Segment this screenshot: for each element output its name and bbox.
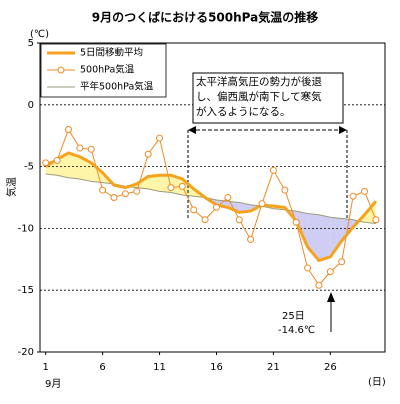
note-text: 太平洋高気圧の勢力が後退 bbox=[196, 75, 322, 88]
data-point bbox=[269, 166, 277, 174]
y-tick-label: -5 bbox=[24, 162, 34, 173]
data-point bbox=[247, 236, 255, 244]
data-point bbox=[326, 268, 334, 276]
legend-label: 5日間移動平均 bbox=[80, 47, 143, 59]
x-tick-label: 11 bbox=[153, 362, 166, 373]
data-point bbox=[42, 159, 50, 167]
y-unit: (℃) bbox=[30, 29, 49, 40]
data-point bbox=[87, 145, 95, 153]
y-label: 気温 bbox=[5, 177, 18, 197]
anomaly-fill bbox=[170, 175, 183, 196]
arrow-head bbox=[188, 126, 196, 134]
data-point bbox=[292, 218, 300, 226]
y-tick-label: -15 bbox=[18, 285, 34, 296]
x-tick-label: 6 bbox=[99, 362, 105, 373]
series-line bbox=[45, 173, 376, 224]
x-unit: (日) bbox=[368, 377, 386, 388]
chart-title: 9月のつくばにおける500hPa気温の推移 bbox=[92, 10, 319, 25]
data-point bbox=[156, 134, 164, 142]
data-point bbox=[372, 216, 380, 224]
data-point bbox=[201, 216, 209, 224]
x-tick-label: 26 bbox=[324, 362, 337, 373]
legend-label: 平年500hPa気温 bbox=[80, 81, 154, 93]
arrow-head bbox=[339, 126, 347, 134]
series-line bbox=[44, 151, 378, 263]
data-point bbox=[349, 192, 357, 200]
data-point bbox=[144, 150, 152, 158]
data-point bbox=[76, 144, 84, 152]
x-tick-label: 1 bbox=[43, 362, 49, 373]
data-point bbox=[167, 184, 175, 192]
y-tick-label: 0 bbox=[28, 100, 34, 111]
anomaly-fill bbox=[330, 217, 342, 257]
series-line bbox=[45, 128, 377, 287]
data-point bbox=[190, 206, 198, 214]
data-point bbox=[64, 126, 72, 134]
data-point bbox=[315, 281, 323, 289]
y-tick-label: -20 bbox=[18, 347, 34, 358]
y-tick-label: -10 bbox=[18, 223, 34, 234]
legend-marker bbox=[57, 66, 65, 74]
data-point bbox=[281, 186, 289, 194]
data-point bbox=[258, 200, 266, 208]
data-point bbox=[121, 190, 129, 198]
anomaly-fill bbox=[45, 159, 58, 176]
note-text: が入るようになる。 bbox=[196, 105, 291, 118]
plot-frame bbox=[39, 42, 386, 353]
data-point bbox=[99, 186, 107, 194]
anomaly-fill bbox=[68, 153, 80, 179]
legend-label: 500hPa気温 bbox=[80, 64, 135, 76]
data-point bbox=[178, 182, 186, 190]
x-tick-label: 16 bbox=[210, 362, 223, 373]
data-point bbox=[235, 216, 243, 224]
x-tick-label: 21 bbox=[267, 362, 280, 373]
data-point bbox=[224, 194, 232, 201]
anomaly-fill bbox=[91, 162, 103, 183]
point-note: 25日 bbox=[282, 311, 305, 322]
note-text: し、偏西風が南下して寒気 bbox=[196, 90, 322, 103]
data-point bbox=[212, 203, 220, 211]
anomaly-fill bbox=[318, 214, 331, 261]
x-label: 9月 bbox=[45, 378, 61, 390]
anomaly-fill bbox=[239, 202, 251, 213]
data-point bbox=[304, 264, 312, 272]
y-tick-label: 5 bbox=[28, 38, 34, 49]
point-note: -14.6℃ bbox=[278, 325, 315, 336]
note-box bbox=[192, 72, 344, 124]
data-point bbox=[338, 258, 346, 266]
arrow-head bbox=[327, 292, 335, 302]
data-point bbox=[133, 187, 141, 195]
data-point bbox=[110, 194, 118, 201]
data-point bbox=[361, 187, 369, 195]
data-point bbox=[53, 156, 61, 164]
anomaly-fill bbox=[148, 175, 160, 192]
